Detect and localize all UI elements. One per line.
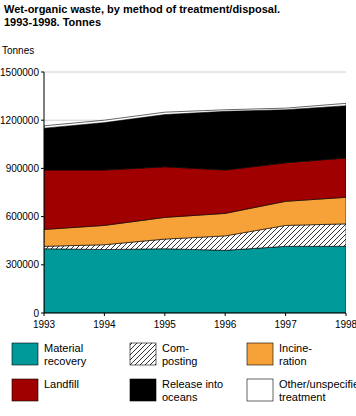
y-tick-label: 900000 <box>6 163 40 174</box>
x-tick <box>346 313 347 316</box>
y-axis <box>44 72 45 313</box>
y-axis-label: Tonnes <box>2 45 34 56</box>
legend-swatch <box>247 343 273 365</box>
area <box>44 246 346 313</box>
x-axis <box>44 313 346 314</box>
x-tick-label: 1995 <box>154 319 177 330</box>
area <box>44 106 346 170</box>
y-tick-label: 600000 <box>6 211 40 222</box>
grid-line <box>44 72 346 73</box>
legend-label: Material recovery <box>44 342 102 368</box>
legend-swatch <box>12 379 38 401</box>
legend-label: Incine-ration <box>279 342 321 368</box>
x-tick <box>285 313 286 316</box>
grid-line <box>44 313 346 314</box>
y-tick-label: 0 <box>33 308 39 319</box>
y-tick-label: 1200000 <box>0 115 39 126</box>
x-tick-label: 1997 <box>274 319 297 330</box>
x-tick <box>44 313 45 316</box>
legend-swatch <box>130 343 156 365</box>
y-tick-label: 1500000 <box>0 67 39 78</box>
legend-swatch <box>12 343 38 365</box>
areas <box>44 103 346 313</box>
legend-label: Com-posting <box>162 342 204 368</box>
x-tick <box>225 313 226 316</box>
title: Wet-organic waste, by method of treatmen… <box>4 3 304 29</box>
legend-label: Release into oceans <box>162 378 240 404</box>
legend-swatch <box>247 379 273 401</box>
legend-label: Landfill <box>44 378 122 391</box>
x-tick-label: 1993 <box>33 319 56 330</box>
y-tick-label: 300000 <box>6 259 40 270</box>
x-tick-label: 1994 <box>93 319 116 330</box>
legend-swatch <box>130 379 156 401</box>
area <box>44 103 346 128</box>
x-tick-label: 1996 <box>214 319 237 330</box>
x-tick-label: 1998 <box>335 319 356 330</box>
x-tick <box>164 313 165 316</box>
x-tick <box>104 313 105 316</box>
legend-label: Other/unspecified treatment <box>279 378 356 404</box>
